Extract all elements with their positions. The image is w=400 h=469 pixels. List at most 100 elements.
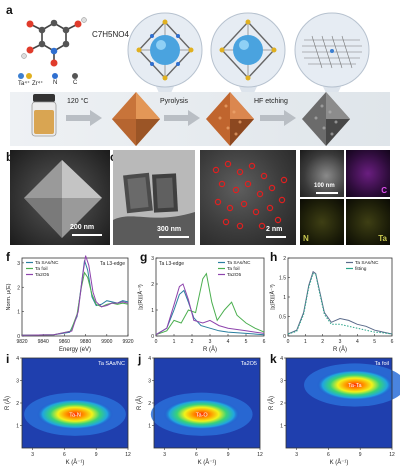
x-tick-label: 6: [195, 452, 198, 458]
y-tick-label: 0.5: [279, 315, 286, 321]
x-axis-label: R (Å): [333, 346, 347, 353]
x-axis-label: K (Å⁻¹): [66, 459, 85, 466]
y-axis-label: R (Å): [136, 396, 143, 410]
xanes-chart: 9820 9840 9860 9880 9900 9920 0 1 2 3 Energy (eV) N…: [6, 255, 134, 353]
x-tick-label: 6: [63, 452, 66, 458]
x-tick-label: 9860: [59, 339, 70, 345]
y-tick-label: 2: [17, 285, 20, 291]
peak-annotation: Ta-Ta: [348, 383, 362, 389]
x-tick-label: 9920: [122, 339, 133, 345]
mof-octahedron: [112, 92, 160, 146]
x-tick-label: 9: [95, 452, 98, 458]
x-tick-label: 3: [163, 452, 166, 458]
haadf-scale-label: 2 nm: [266, 226, 283, 233]
legend-label: Ta foil: [35, 266, 48, 272]
atom-legend: Ta⁴⁺ Zr⁴⁺ N C: [18, 72, 128, 87]
x-tick-label: 4: [227, 339, 230, 345]
eds-map-ta: Ta: [346, 199, 390, 245]
plot-frame: [21, 257, 129, 337]
panel-label-g: g: [140, 250, 148, 264]
step-label-pyrolysis: Pyrolysis: [160, 98, 189, 105]
y-axis-label: |χ(R)|(Å⁻³): [137, 284, 144, 310]
heatmap-hotspot: [36, 398, 114, 430]
x-tick-label: 9900: [101, 339, 112, 345]
exafs-fitting-chart: 0 1 2 3 4 5 6 0 0.5 1 1.5 2 R (Å) |χ(R)|(Å⁻³) Ta SAs/N…: [269, 256, 394, 353]
tem-scale-label: 300 nm: [157, 226, 182, 233]
eds-haadf-image: 100 nm: [300, 150, 344, 197]
y-axis-label: |χ(R)|(Å⁻³): [269, 284, 276, 310]
legend-label-zr: Zr⁴⁺: [32, 81, 44, 87]
y-tick-label: 1: [148, 424, 151, 430]
x-tick-label: 0: [287, 339, 290, 345]
sem-image: 200 nm: [10, 150, 110, 245]
panel-label-a: a: [6, 3, 13, 17]
tem-image: 300 nm: [113, 150, 195, 245]
panel-label-b: b: [6, 150, 13, 164]
series-line: [155, 289, 265, 336]
legend-label: Ta2O5: [227, 272, 241, 278]
x-tick-label: 9880: [80, 339, 91, 345]
x-axis-label: K (Å⁻¹): [198, 459, 217, 466]
x-axis-label: Energy (eV): [59, 347, 91, 353]
peak-annotation: Ta-O: [196, 412, 209, 418]
x-tick-label: 6: [263, 339, 266, 345]
legend-label: Ta foil: [227, 266, 240, 272]
plot-frame: [287, 257, 393, 337]
chart-title: Ta L3-edge: [100, 261, 125, 267]
arrow-icon: [260, 110, 296, 126]
y-tick-label: 3: [17, 261, 20, 267]
eds-map-label-n: N: [303, 234, 309, 243]
x-axis-label: K (Å⁻¹): [330, 459, 349, 466]
legend-label: Ta SAs/NC: [227, 260, 251, 266]
y-tick-label: 4: [16, 356, 19, 362]
panel-label-j: j: [138, 352, 142, 366]
step-label-heating: 120 °C: [67, 98, 89, 105]
x-tick-label: 0: [155, 339, 158, 345]
legend-dot-n: [52, 73, 58, 79]
autoclave-icon: [31, 94, 57, 137]
legend-label-c: C: [73, 80, 78, 86]
y-axis-label: R (Å): [268, 396, 275, 410]
series-line: [21, 271, 129, 336]
legend-dot-zr: [26, 73, 32, 79]
mof-cage-bubble: [127, 12, 203, 106]
series-line: [21, 255, 129, 336]
y-axis-label: Norm. μ(E): [6, 283, 12, 310]
y-tick-label: 0: [283, 334, 286, 340]
x-tick-label: 1: [304, 339, 307, 345]
peak-annotation: Ta-N: [69, 412, 81, 418]
x-tick-label: 9840: [38, 339, 49, 345]
y-tick-label: 2: [148, 401, 151, 407]
x-tick-label: 12: [389, 452, 395, 458]
y-tick-label: 4: [148, 356, 151, 362]
y-axis-label: R (Å): [4, 396, 11, 410]
y-tick-label: 3: [151, 256, 154, 262]
y-tick-label: 0: [17, 334, 20, 340]
y-tick-label: 1: [151, 308, 154, 314]
legend-label: fitting: [355, 266, 367, 272]
ligand-formula: C7H5NO4: [92, 30, 129, 39]
eds-map-c: C: [346, 150, 390, 197]
eds-scalebar: [316, 192, 338, 194]
y-tick-label: 2: [283, 256, 286, 262]
series-line: [155, 283, 265, 336]
x-tick-label: 9: [227, 452, 230, 458]
carbon-octahedron: [302, 92, 350, 146]
sem-scalebar: [72, 234, 102, 236]
y-tick-label: 3: [148, 379, 151, 385]
legend-label: Ta SAs/NC: [355, 260, 379, 266]
x-tick-label: 5: [373, 339, 376, 345]
y-tick-label: 1: [17, 310, 20, 316]
eds-map-label-c: C: [381, 186, 387, 195]
x-tick-label: 3: [209, 339, 212, 345]
x-tick-label: 4: [356, 339, 359, 345]
legend-label: Ta SAs/NC: [35, 260, 59, 266]
x-tick-label: 5: [245, 339, 248, 345]
x-tick-label: 2: [321, 339, 324, 345]
y-tick-label: 0: [151, 334, 154, 340]
y-tick-label: 1: [16, 424, 19, 430]
pyrolyzed-octahedron: [206, 92, 254, 146]
